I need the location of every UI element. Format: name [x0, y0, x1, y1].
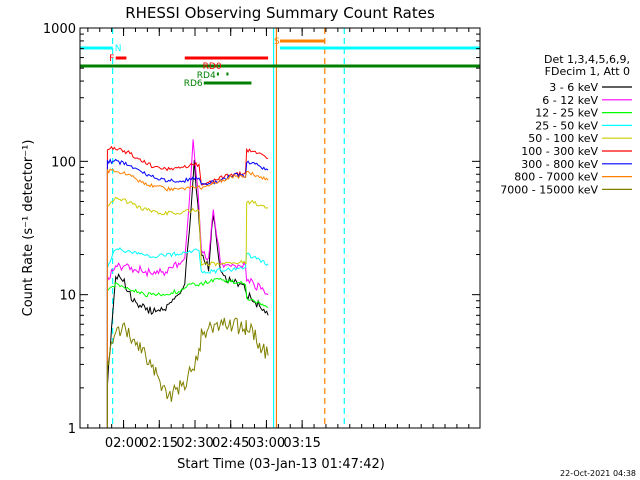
flag-label-f: F [109, 54, 114, 64]
legend-label: 6 - 12 keV [542, 94, 598, 107]
x-tick-label: 02:45 [212, 436, 249, 451]
series-line-8 [106, 317, 269, 428]
legend: Det 1,3,4,5,6,9,FDecim 1, Att 0 3 - 6 keV… [500, 53, 632, 196]
series-line-1 [106, 139, 269, 428]
x-tick-label: 02:15 [141, 436, 178, 451]
x-tick-label: 03:00 [248, 436, 285, 451]
legend-label: 12 - 25 keV [535, 107, 598, 120]
legend-label: 50 - 100 keV [528, 132, 598, 145]
flag-label-n: N [115, 44, 122, 54]
legend-label: 800 - 7000 keV [514, 171, 598, 184]
series-line-6 [106, 158, 269, 428]
x-tick-label: 02:30 [176, 436, 213, 451]
flag-label-rd6: RD6 [184, 79, 203, 89]
flag-label-s: S [274, 37, 280, 47]
series-line-2 [106, 277, 269, 428]
flag-label-rd0: RD0 [203, 62, 222, 72]
legend-label: 3 - 6 keV [549, 81, 598, 94]
legend-label: 7000 - 15000 keV [500, 183, 598, 196]
chart-title: RHESSI Observing Summary Count Rates [125, 4, 435, 22]
series-line-7 [106, 168, 269, 428]
legend-label: 25 - 50 keV [535, 119, 598, 132]
x-axis-label: Start Time (03-Jan-13 01:47:42) [177, 457, 385, 472]
legend-header-line: FDecim 1, Att 0 [545, 65, 630, 78]
series-line-4 [106, 196, 269, 428]
x-tick-label: 02:00 [105, 436, 142, 451]
y-tick-label: 1 [68, 422, 76, 437]
flag-mark-5-0 [216, 72, 219, 76]
legend-header-line: Det 1,3,4,5,6,9, [544, 53, 630, 66]
series-line-0 [106, 159, 269, 428]
generation-timestamp: 22-Oct-2021 04:38 [560, 469, 636, 478]
series-line-5 [106, 145, 269, 428]
legend-label: 100 - 300 keV [521, 145, 598, 158]
y-axis-label: Count Rate (s⁻¹ detector⁻¹) [21, 140, 36, 317]
series-line-3 [106, 247, 269, 428]
x-tick-label: 03:15 [283, 436, 320, 451]
y-tick-label: 10 [59, 289, 76, 304]
y-tick-label: 1000 [43, 22, 76, 37]
legend-label: 300 - 800 keV [521, 158, 598, 171]
flag-label-rd4: RD4 [197, 71, 216, 81]
plot-frame [79, 27, 481, 429]
y-tick-label: 100 [51, 155, 76, 170]
flag-mark-5-1 [226, 72, 229, 76]
